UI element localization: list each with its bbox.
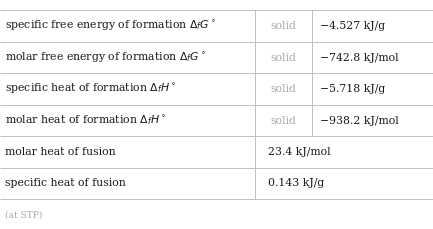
Text: −5.718 kJ/g: −5.718 kJ/g	[320, 84, 386, 94]
Text: molar free energy of formation $\Delta_f G^\circ$: molar free energy of formation $\Delta_f…	[5, 50, 206, 65]
Text: solid: solid	[271, 21, 297, 31]
Text: specific heat of formation $\Delta_f H^\circ$: specific heat of formation $\Delta_f H^\…	[5, 82, 177, 96]
Text: 23.4 kJ/mol: 23.4 kJ/mol	[268, 147, 331, 157]
Text: specific heat of fusion: specific heat of fusion	[5, 178, 126, 188]
Text: solid: solid	[271, 115, 297, 125]
Text: molar heat of formation $\Delta_f H^\circ$: molar heat of formation $\Delta_f H^\cir…	[5, 114, 166, 128]
Text: −742.8 kJ/mol: −742.8 kJ/mol	[320, 52, 399, 63]
Text: solid: solid	[271, 52, 297, 63]
Text: (at STP): (at STP)	[5, 211, 42, 220]
Text: molar heat of fusion: molar heat of fusion	[5, 147, 116, 157]
Text: solid: solid	[271, 84, 297, 94]
Text: 0.143 kJ/g: 0.143 kJ/g	[268, 178, 325, 188]
Text: −938.2 kJ/mol: −938.2 kJ/mol	[320, 115, 399, 125]
Text: −4.527 kJ/g: −4.527 kJ/g	[320, 21, 385, 31]
Text: specific free energy of formation $\Delta_f G^\circ$: specific free energy of formation $\Delt…	[5, 19, 216, 33]
